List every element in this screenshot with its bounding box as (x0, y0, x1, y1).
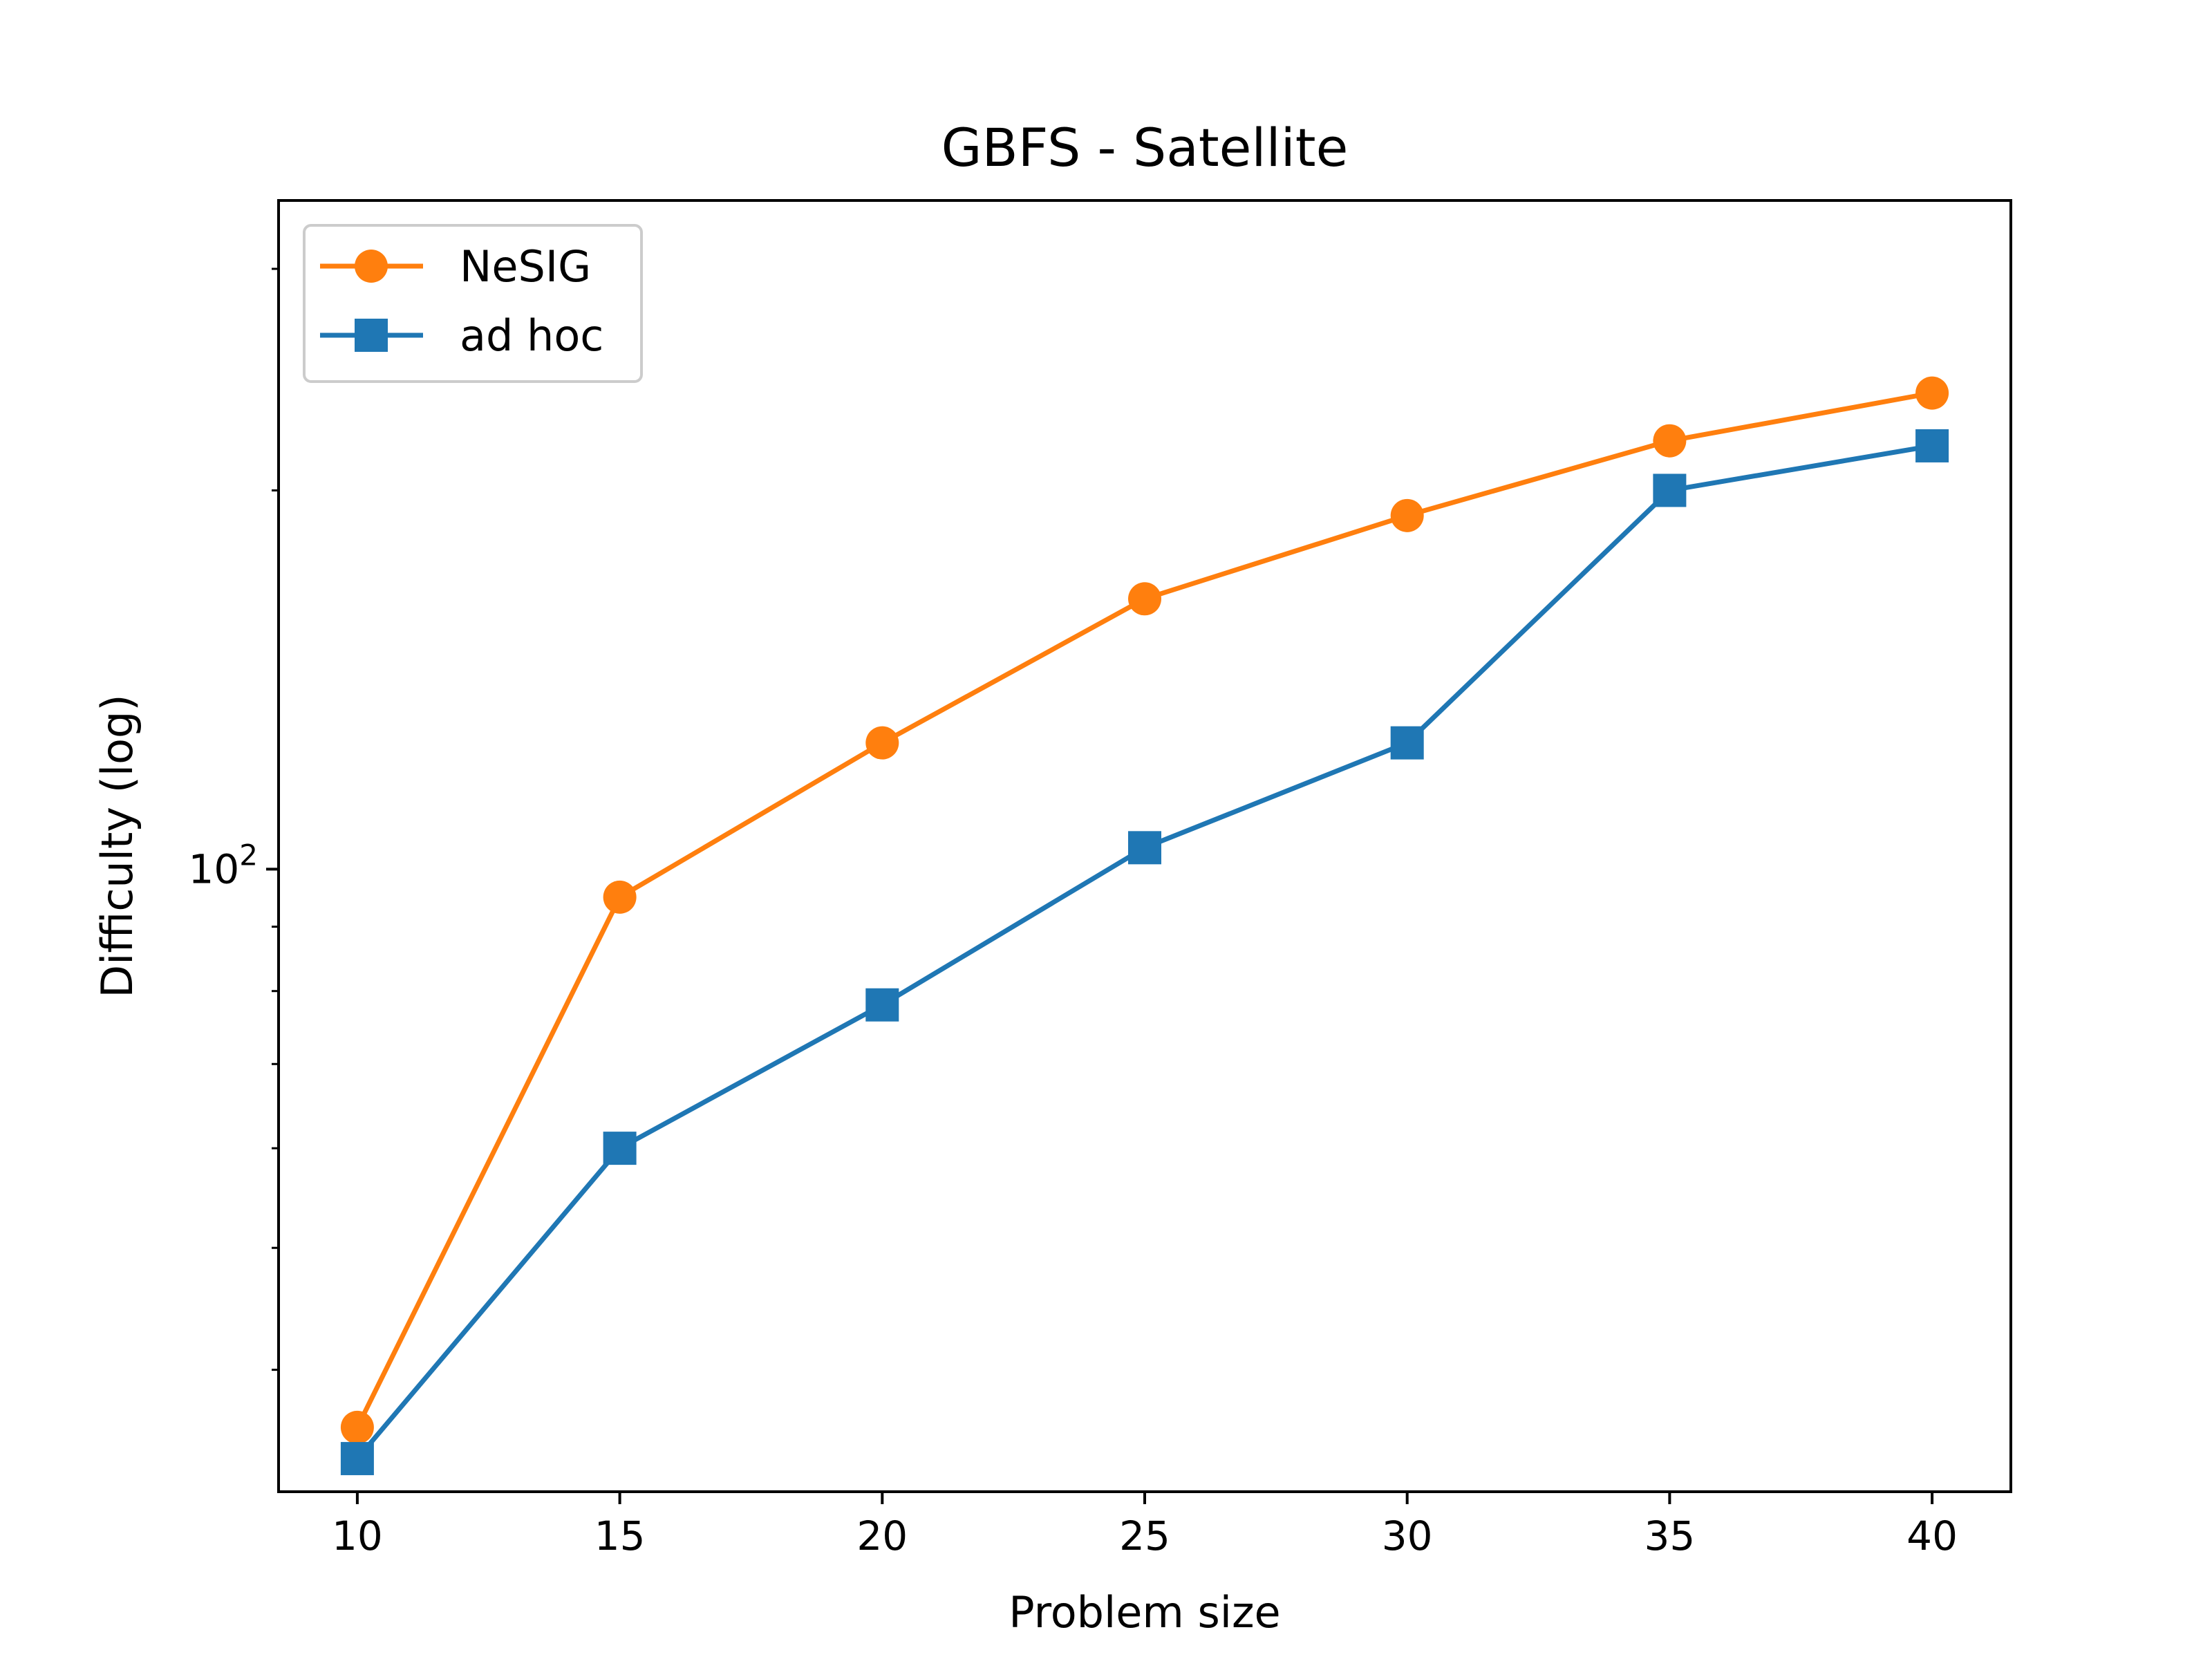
data-point-ad-hoc (1128, 831, 1161, 865)
legend-marker-nesig (355, 250, 388, 283)
x-tick-label: 35 (1644, 1512, 1695, 1559)
data-point-ad-hoc (1653, 474, 1687, 507)
data-point-ad-hoc (1915, 429, 1949, 462)
legend-marker-ad-hoc (355, 319, 388, 352)
legend-label-ad-hoc: ad hoc (460, 310, 603, 361)
x-tick-label: 25 (1119, 1512, 1170, 1559)
x-axis: 10 15 20 25 30 35 40 (332, 1492, 1958, 1559)
x-tick-label: 20 (856, 1512, 908, 1559)
data-point-nesig (1653, 424, 1687, 458)
data-point-nesig (1128, 582, 1161, 616)
data-point-ad-hoc (865, 988, 899, 1022)
x-tick-label: 15 (594, 1512, 646, 1559)
x-axis-label: Problem size (1009, 1587, 1280, 1638)
data-point-nesig (865, 726, 899, 760)
legend: NeSIG ad hoc (303, 224, 643, 383)
data-point-ad-hoc (340, 1442, 374, 1476)
y-axis-label: Difficulty (log) (92, 694, 142, 997)
data-point-nesig (340, 1410, 374, 1444)
data-point-ad-hoc (603, 1132, 637, 1165)
chart-title: GBFS - Satellite (941, 117, 1349, 178)
x-tick-label: 40 (1906, 1512, 1958, 1559)
series-layer (340, 376, 1949, 1476)
data-point-ad-hoc (1390, 726, 1424, 760)
data-point-nesig (1390, 498, 1424, 532)
y-tick-label: 102 (188, 838, 258, 892)
y-axis: 102 (188, 268, 279, 1371)
x-tick-label: 10 (332, 1512, 383, 1559)
data-point-nesig (603, 880, 637, 914)
legend-label-nesig: NeSIG (460, 241, 591, 292)
x-tick-label: 30 (1382, 1512, 1433, 1559)
data-point-nesig (1915, 376, 1949, 410)
